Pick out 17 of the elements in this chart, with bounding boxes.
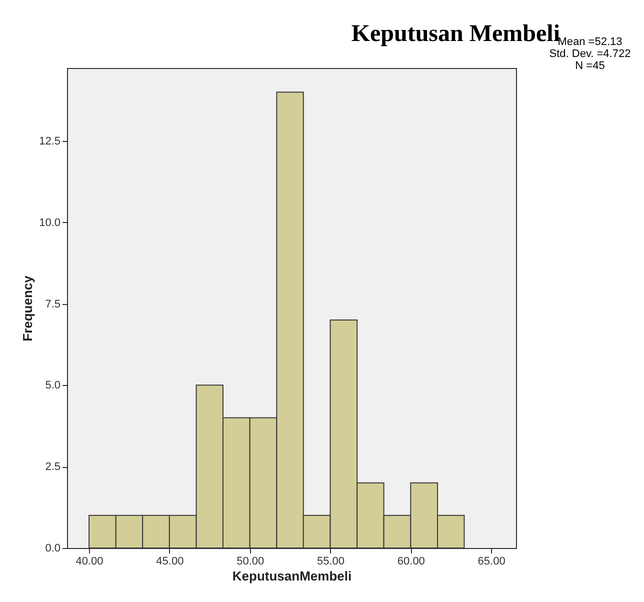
y-tick-label: 2.5 (45, 461, 60, 474)
x-tick-label: 55.00 (316, 556, 345, 568)
y-axis-title: Frequency (20, 274, 36, 342)
y-tick-label: 10.0 (39, 216, 60, 229)
x-tick-label: 60.00 (397, 556, 425, 568)
x-tick-label: 45.00 (156, 556, 184, 568)
text: Mean =52.13 (558, 36, 622, 48)
text: Std. Dev. =4.722 (549, 48, 631, 60)
y-tick-label: 7.5 (45, 298, 60, 310)
y-tick-label: 5.0 (45, 380, 60, 392)
y-tick-label: 0.0 (45, 542, 60, 554)
x-tick-label: 50.00 (236, 556, 264, 568)
y-tick-label: 12.5 (39, 135, 60, 148)
x-tick-label: 65.00 (478, 556, 506, 568)
x-tick-label: 40.00 (76, 556, 104, 568)
text: N =45 (575, 60, 605, 72)
x-axis-title: KeputusanMembeli (232, 568, 352, 584)
